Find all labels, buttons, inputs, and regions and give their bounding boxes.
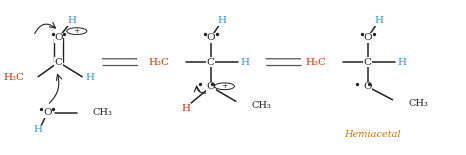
Text: H: H — [218, 16, 226, 25]
Text: O: O — [206, 33, 215, 42]
Text: +: + — [221, 82, 227, 90]
Text: H₃C: H₃C — [149, 58, 170, 67]
Text: O: O — [206, 82, 215, 91]
Text: CH₃: CH₃ — [252, 101, 272, 110]
Text: H: H — [68, 16, 77, 25]
Text: H: H — [375, 16, 384, 25]
Text: O: O — [54, 33, 63, 42]
Text: C: C — [207, 58, 215, 67]
Text: O: O — [363, 33, 372, 42]
Text: H₃C: H₃C — [3, 73, 25, 82]
Text: H: H — [34, 125, 42, 134]
Text: +: + — [74, 27, 80, 35]
Text: H: H — [240, 58, 249, 67]
Text: CH₃: CH₃ — [409, 99, 428, 108]
Text: H: H — [86, 73, 95, 82]
Text: C: C — [55, 58, 62, 67]
Text: CH₃: CH₃ — [93, 108, 112, 117]
Text: O: O — [43, 108, 52, 117]
Text: H: H — [181, 104, 190, 113]
Text: C: C — [363, 58, 371, 67]
Text: O: O — [363, 82, 372, 91]
Text: H: H — [397, 58, 406, 67]
Text: H₃C: H₃C — [306, 58, 327, 67]
Text: Hemiacetal: Hemiacetal — [344, 130, 400, 139]
